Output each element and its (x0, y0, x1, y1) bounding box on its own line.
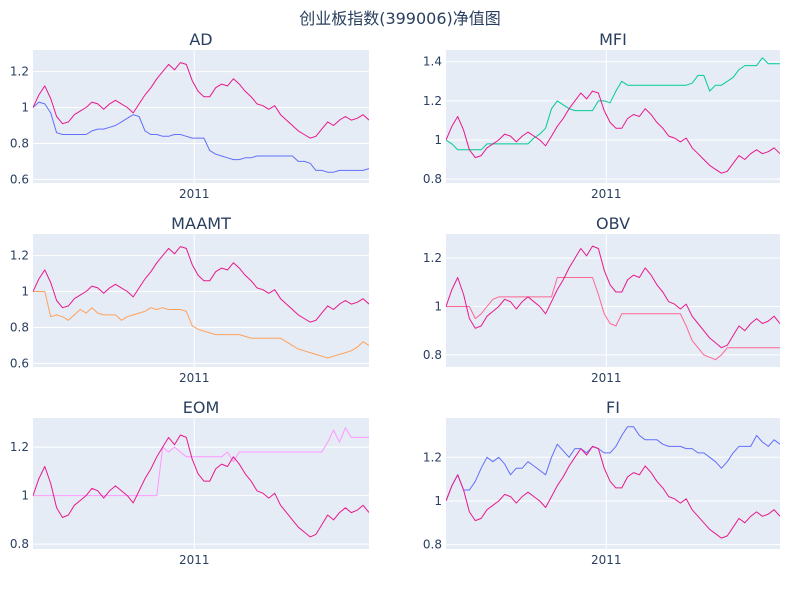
xtick-label-eom: 2011 (179, 553, 210, 567)
xtick-label-fi: 2011 (591, 553, 622, 567)
ytick-label-obv: 1 (434, 300, 442, 314)
series-line-indicator-ad (33, 101, 369, 173)
series-line-index-mfi (446, 90, 780, 174)
ytick-label-eom: 0.8 (10, 537, 29, 551)
panel-title-maamt: MAAMT (171, 214, 231, 233)
panel-eom: 0.8 1 1.2 2011 EOM (10, 398, 369, 567)
ytick-label-maamt: 1.2 (10, 249, 29, 263)
panel-maamt: 0.6 0.8 1 1.2 2011 MAAMT (10, 214, 369, 385)
ytick-label-obv: 0.8 (423, 348, 442, 362)
panel-title-mfi: MFI (599, 30, 627, 49)
ytick-label-maamt: 0.8 (10, 320, 29, 334)
series-line-indicator-mfi (446, 57, 780, 151)
series-line-index-maamt (33, 246, 369, 323)
panel-fi: 0.8 1 1.2 2011 FI (423, 398, 780, 567)
series-line-indicator-maamt (33, 291, 369, 359)
series-line-indicator-fi (446, 426, 780, 502)
plot-area-mfi (446, 50, 780, 183)
ytick-label-maamt: 0.6 (10, 356, 29, 370)
series-line-index-ad (33, 62, 369, 139)
ytick-label-mfi: 1 (434, 133, 442, 147)
ytick-label-ad: 1 (21, 101, 29, 115)
ytick-label-maamt: 1 (21, 285, 29, 299)
plot-area-maamt (33, 234, 369, 367)
ytick-label-ad: 0.6 (10, 172, 29, 186)
plot-area-obv (446, 234, 780, 367)
series-line-index-eom (33, 434, 369, 538)
series-line-indicator-eom (33, 427, 369, 497)
ytick-label-mfi: 1.4 (423, 55, 442, 69)
series-line-index-obv (446, 245, 780, 349)
xtick-label-obv: 2011 (591, 371, 622, 385)
panel-title-eom: EOM (183, 398, 220, 417)
ytick-label-mfi: 0.8 (423, 172, 442, 186)
xtick-label-mfi: 2011 (591, 187, 622, 201)
plot-area-eom (33, 418, 369, 549)
ytick-label-mfi: 1.2 (423, 94, 442, 108)
ytick-label-eom: 1.2 (10, 440, 29, 454)
panel-title-fi: FI (606, 398, 620, 417)
panel-obv: 0.8 1 1.2 2011 OBV (423, 214, 780, 385)
panel-title-ad: AD (189, 30, 212, 49)
ytick-label-fi: 1.2 (423, 450, 442, 464)
figure-title: 创业板指数(399006)净值图 (299, 9, 501, 28)
ytick-label-eom: 1 (21, 489, 29, 503)
series-line-index-fi (446, 445, 780, 539)
panel-mfi: 0.8 1 1.2 1.4 2011 MFI (423, 30, 780, 201)
plot-area-fi (446, 418, 780, 549)
ytick-label-fi: 1 (434, 494, 442, 508)
ytick-label-ad: 0.8 (10, 136, 29, 150)
plot-area-ad (33, 50, 369, 183)
series-line-indicator-obv (446, 277, 780, 361)
panel-title-obv: OBV (596, 214, 630, 233)
ytick-label-obv: 1.2 (423, 251, 442, 265)
ytick-label-ad: 1.2 (10, 65, 29, 79)
xtick-label-ad: 2011 (179, 187, 210, 201)
panel-ad: 0.6 0.8 1 1.2 2011 AD (10, 30, 369, 201)
xtick-label-maamt: 2011 (179, 371, 210, 385)
ytick-label-fi: 0.8 (423, 538, 442, 552)
